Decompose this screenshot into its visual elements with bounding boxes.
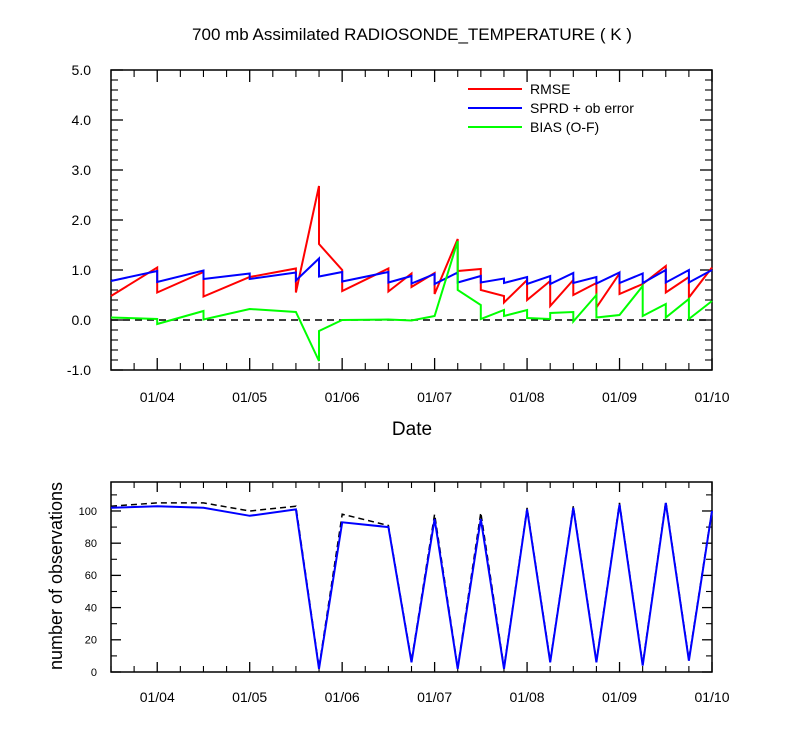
y-tick-label: 3.0 <box>72 162 92 178</box>
y-tick-label: 100 <box>79 506 97 518</box>
x-tick-label: 01/06 <box>325 689 360 705</box>
y-tick-label: 2.0 <box>72 212 92 228</box>
x-tick-label: 01/10 <box>694 689 729 705</box>
x-tick-label: 01/08 <box>510 689 545 705</box>
x-tick-label: 01/04 <box>140 389 175 405</box>
y-tick-label: 80 <box>85 538 97 550</box>
y-tick-label: 40 <box>85 602 97 614</box>
y-tick-label: 60 <box>85 570 97 582</box>
y-axis-label: number of observations <box>46 482 66 670</box>
x-tick-label: 01/09 <box>602 689 637 705</box>
series-line-bias-o-f <box>110 240 713 362</box>
bottom-panel: 01/04 01/05 01/06 01/07 01/08 01/09 01/10 0 20 40… <box>79 481 730 705</box>
y-tick-label: 5.0 <box>72 62 92 78</box>
x-axis-label: Date <box>392 419 432 440</box>
x-tick-label: 01/05 <box>232 689 267 705</box>
x-tick-label: 01/10 <box>694 389 729 405</box>
legend-label: SPRD + ob error <box>530 100 634 116</box>
y-tick-label: -1.0 <box>67 362 91 378</box>
y-tick-label: 1.0 <box>72 262 92 278</box>
legend: RMSE SPRD + ob error BIAS (O-F) <box>468 81 634 135</box>
y-tick-label: 4.0 <box>72 112 92 128</box>
legend-label: BIAS (O-F) <box>530 119 599 135</box>
series-line-sprd-ob-error <box>110 256 713 286</box>
x-tick-label: 01/06 <box>325 389 360 405</box>
x-tick-label: 01/07 <box>417 389 452 405</box>
y-tick-label: 0.0 <box>72 312 92 328</box>
chart-title: 700 mb Assimilated RADIOSONDE_TEMPERATUR… <box>192 25 632 44</box>
top-panel: 01/04 01/05 01/06 01/07 01/08 01/09 01/10 -1.0 0… <box>67 62 730 405</box>
x-tick-label: 01/05 <box>232 389 267 405</box>
series-line-rmse <box>110 185 713 311</box>
x-tick-label: 01/09 <box>602 389 637 405</box>
x-tick-label: 01/04 <box>140 689 175 705</box>
x-tick-label: 01/08 <box>510 389 545 405</box>
series-line-used <box>110 502 713 669</box>
x-tick-label: 01/07 <box>417 689 452 705</box>
plot-frame <box>110 481 713 673</box>
y-tick-label: 0 <box>91 667 97 679</box>
legend-label: RMSE <box>530 81 570 97</box>
y-tick-label: 20 <box>85 635 97 647</box>
